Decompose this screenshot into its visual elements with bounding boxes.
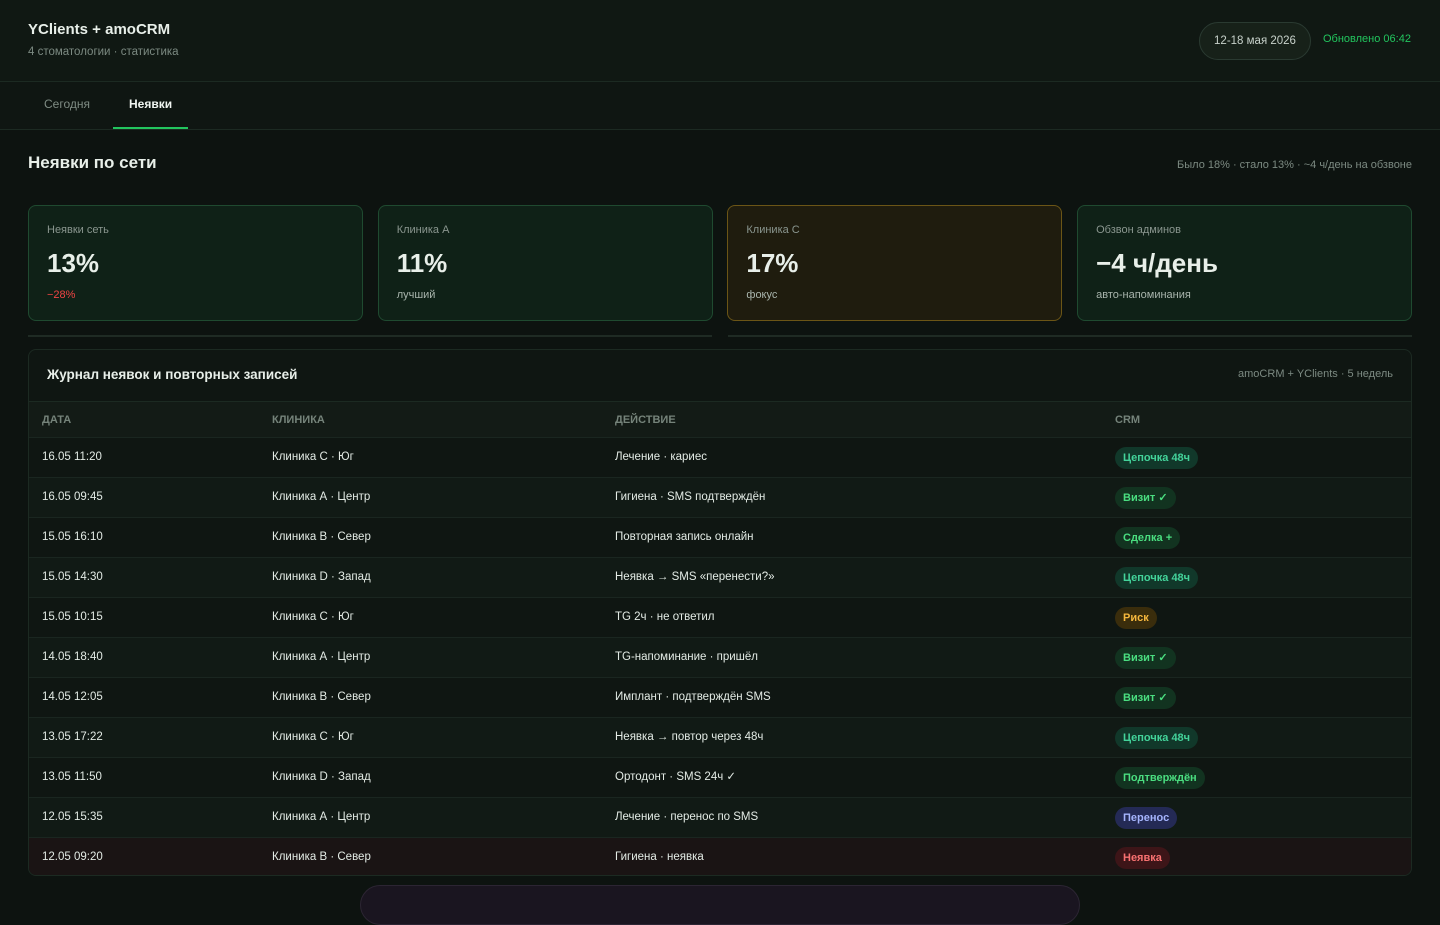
section-title: Неявки по сети: [28, 153, 157, 172]
kpi-sub: авто-напоминания: [1096, 289, 1191, 301]
cell-clinic: Клиника А · Центр: [272, 491, 371, 503]
table-row[interactable]: 16.05 11:20 Клиника С · Юг Лечение · карие…: [29, 437, 1411, 477]
table-row[interactable]: 14.05 12:05 Клиника В · Север Имплант · по…: [29, 677, 1411, 717]
cell-clinic: Клиника В · Север: [272, 691, 371, 703]
cell-clinic: Клиника D · Запад: [272, 571, 371, 583]
table-row[interactable]: 15.05 16:10 Клиника В · Север Повторная за…: [29, 517, 1411, 557]
period-picker[interactable]: 12-18 мая 2026: [1199, 22, 1311, 60]
divider: [28, 335, 712, 337]
cell-action: Лечение · перенос по SMS: [615, 811, 759, 823]
crm-badge: Цепочка 48ч: [1115, 727, 1199, 749]
column-header: ДЕЙСТВИЕ: [615, 414, 676, 426]
column-header: CRM: [1115, 414, 1141, 426]
app-subtitle: 4 стоматологии · статистика: [28, 46, 179, 58]
kpi-card: Клиника А 11% лучший: [377, 205, 713, 321]
cell-action: Повторная запись онлайн: [615, 531, 754, 543]
kpi-label: Клиника С: [746, 224, 800, 236]
crm-badge: Визит ✓: [1115, 647, 1176, 669]
crm-badge: Цепочка 48ч: [1115, 567, 1199, 589]
cell-action: TG-напоминание · пришёл: [615, 651, 759, 663]
cell-action: Неявка → SMS «перенести?»: [615, 571, 775, 583]
column-header: ДАТА: [42, 414, 72, 426]
tab[interactable]: Сегодня: [44, 97, 90, 111]
table-row[interactable]: 16.05 09:45 Клиника А · Центр Гигиена · SM…: [29, 477, 1411, 517]
kpi-value: −4 ч/день: [1096, 248, 1218, 278]
table-row[interactable]: 12.05 15:35 Клиника А · Центр Лечение · пе…: [29, 797, 1411, 837]
journal-title: Журнал неявок и повторных записей: [47, 367, 298, 382]
cell-date: 13.05 17:22: [42, 731, 103, 743]
tab[interactable]: Неявки: [113, 82, 189, 129]
journal-note: amoCRM + YClients · 5 недель: [1238, 368, 1393, 380]
cell-clinic: Клиника С · Юг: [272, 451, 354, 463]
kpi-sub: −28%: [47, 289, 76, 301]
crm-badge: Визит ✓: [1115, 687, 1176, 709]
cell-action: TG 2ч · не ответил: [615, 611, 715, 623]
cell-date: 12.05 15:35: [42, 811, 103, 823]
table-row[interactable]: 14.05 18:40 Клиника А · Центр TG-напоминан…: [29, 637, 1411, 677]
table-row[interactable]: 13.05 11:50 Клиника D · Запад Ортодонт · S…: [29, 757, 1411, 797]
cell-action: Гигиена · SMS подтверждён: [615, 491, 766, 503]
cell-date: 16.05 11:20: [42, 451, 102, 463]
crm-badge: Перенос: [1115, 807, 1178, 829]
kpi-card: Неявки сеть 13% −28%: [28, 205, 363, 321]
cell-clinic: Клиника В · Север: [272, 851, 371, 863]
header: YClients + amoCRM 4 стоматологии · стати…: [0, 0, 1440, 82]
tab-bar: Сегодня Неявки: [0, 82, 1440, 130]
cell-clinic: Клиника А · Центр: [272, 811, 371, 823]
cell-action: Ортодонт · SMS 24ч ✓: [615, 771, 737, 783]
cell-action: Гигиена · неявка: [615, 851, 704, 863]
cell-clinic: Клиника В · Север: [272, 531, 371, 543]
kpi-value: 17%: [746, 248, 799, 278]
crm-badge: Визит ✓: [1115, 487, 1176, 509]
table-header: [29, 401, 1411, 437]
floating-bar: [360, 885, 1080, 925]
column-header: КЛИНИКА: [272, 414, 325, 426]
table-row[interactable]: 15.05 14:30 Клиника D · Запад Неявка → SMS…: [29, 557, 1411, 597]
kpi-card: Обзвон админов −4 ч/день авто-напоминания: [1077, 205, 1413, 321]
cell-date: 12.05 09:20: [42, 851, 103, 863]
kpi-card: Клиника С 17% фокус: [727, 205, 1063, 321]
crm-badge: Подтверждён: [1115, 767, 1205, 789]
table-row[interactable]: 13.05 17:22 Клиника С · Юг Неявка → повтор…: [29, 717, 1411, 757]
cell-date: 14.05 12:05: [42, 691, 103, 703]
cell-clinic: Клиника С · Юг: [272, 611, 354, 623]
kpi-label: Обзвон админов: [1096, 224, 1181, 236]
crm-badge: Неявка: [1115, 847, 1170, 869]
journal-panel: Журнал неявок и повторных записей amoCRM…: [28, 349, 1412, 876]
kpi-sub: фокус: [746, 289, 778, 301]
cell-date: 13.05 11:50: [42, 771, 102, 783]
section-note: Было 18% · стало 13% · ~4 ч/день на обзв…: [1177, 159, 1412, 171]
divider: [728, 335, 1412, 337]
app-title: YClients + amoCRM: [28, 21, 171, 38]
crm-badge: Риск: [1115, 607, 1157, 629]
kpi-sub: лучший: [396, 289, 436, 301]
cell-clinic: Клиника С · Юг: [272, 731, 354, 743]
cell-date: 15.05 14:30: [42, 571, 103, 583]
cell-action: Имплант · подтверждён SMS: [615, 691, 771, 703]
kpi-value: 11%: [396, 248, 448, 278]
table-row[interactable]: 12.05 09:20 Клиника В · Север Гигиена · не…: [29, 837, 1411, 875]
crm-badge: Цепочка 48ч: [1115, 447, 1199, 469]
kpi-label: Клиника А: [396, 224, 450, 236]
cell-date: 14.05 18:40: [42, 651, 103, 663]
kpi-label: Неявки сеть: [47, 224, 109, 236]
table-row[interactable]: 15.05 10:15 Клиника С · Юг TG 2ч · не отве…: [29, 597, 1411, 637]
cell-clinic: Клиника D · Запад: [272, 771, 371, 783]
cell-clinic: Клиника А · Центр: [272, 651, 371, 663]
kpi-value: 13%: [47, 248, 100, 278]
cell-date: 16.05 09:45: [42, 491, 103, 503]
cell-date: 15.05 16:10: [42, 531, 103, 543]
crm-badge: Сделка +: [1115, 527, 1181, 549]
cell-date: 15.05 10:15: [42, 611, 103, 623]
cell-action: Лечение · кариес: [615, 451, 707, 463]
cell-action: Неявка → повтор через 48ч: [615, 731, 764, 743]
updated-status: Обновлено 06:42: [1323, 33, 1411, 45]
